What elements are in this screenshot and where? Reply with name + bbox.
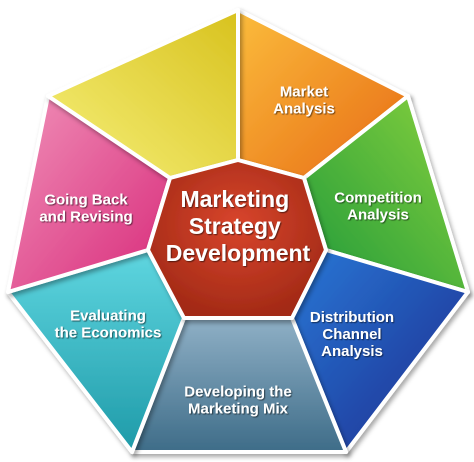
segment-label: Competition Analysis — [334, 190, 422, 224]
segment-label-line: Competition — [334, 190, 422, 207]
segment-label-line: Analysis — [273, 101, 335, 118]
segment-label: Distribution Channel Analysis — [310, 309, 394, 360]
center-title: Marketing Strategy Development — [166, 186, 311, 266]
segment-label-line: Distribution — [310, 309, 394, 326]
segment-label-line: Analysis — [347, 207, 409, 224]
segment-label: Evaluating the Economics — [55, 308, 162, 342]
segment-label: Developing the Marketing Mix — [184, 384, 292, 418]
segment-label-line: Marketing Mix — [188, 401, 289, 418]
segment-label-line: Going Back — [44, 192, 128, 209]
segment-label: Market Analysis — [273, 84, 335, 118]
center-title-line: Strategy — [189, 213, 281, 239]
center-heptagon — [146, 158, 328, 320]
segment-label-line: and Revising — [39, 209, 132, 226]
center-title-line: Development — [166, 240, 311, 266]
segment-evaluating-the-economics: Evaluating the Economics — [6, 94, 172, 342]
segment-developing-the-marketing-mix: Developing the Marketing Mix — [6, 248, 292, 454]
segment-label: Going Back and Revising — [39, 192, 132, 226]
segment-label-line: Channel — [322, 326, 381, 343]
segment-distribution-channel-analysis: Distribution Channel Analysis — [130, 309, 394, 454]
center-layer: Marketing Strategy Development — [146, 158, 328, 320]
segment-label-line: Evaluating — [70, 308, 146, 325]
segment-label-line: Analysis — [321, 343, 383, 360]
segment-label-line: Developing the — [184, 384, 292, 401]
segment-label-line: the Economics — [55, 325, 162, 342]
segment-label-line: Market — [280, 84, 328, 101]
center-title-line: Marketing — [180, 186, 289, 212]
